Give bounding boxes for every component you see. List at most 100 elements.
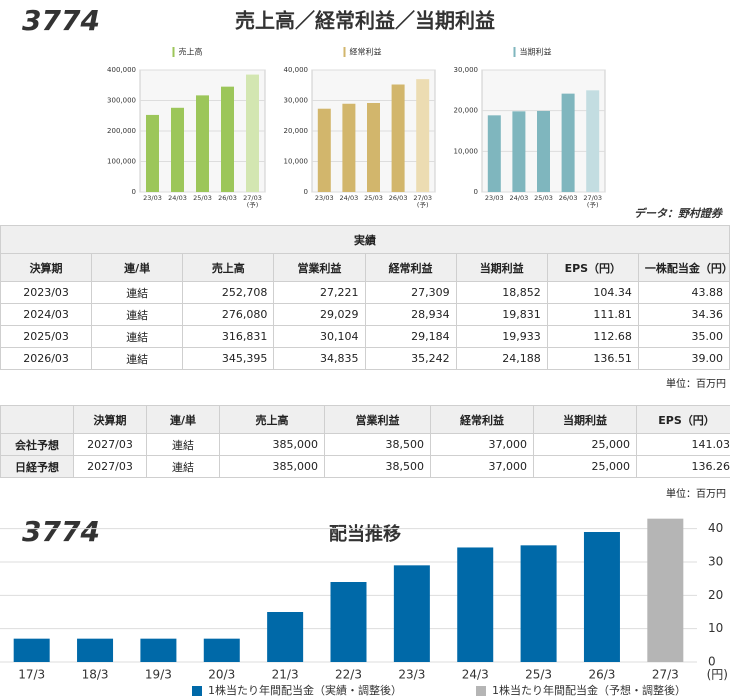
table-cell: 2024/03 [0,303,93,326]
table-cell: 34,835 [273,347,366,370]
bar [196,95,209,192]
page-title: 売上高／経常利益／当期利益 [235,9,495,33]
x-tick-label: 24/03 [340,194,359,202]
x-tick-label: 17/3 [18,668,45,682]
group-header: 実績 [0,225,730,254]
column-header: EPS（円） [546,253,639,282]
column-header: 連/単 [146,405,220,434]
bar [267,612,304,662]
legend-label: 1株当たり年間配当金（実績・調整後） [208,683,402,697]
column-header: 当期利益 [533,405,637,434]
y-tick-label: 0 [474,188,478,196]
bar [330,582,367,662]
table-cell: 連結 [91,325,184,348]
y-tick-label: 30 [708,555,723,569]
legend-swatch [476,686,486,696]
table-cell: 25,000 [533,433,637,456]
table-cell: 104.34 [546,281,639,304]
column-header: 当期利益 [455,253,548,282]
column-header: 決算期 [0,253,93,282]
table-cell: 27,309 [364,281,457,304]
forecast-note: (予) [247,201,259,209]
y-tick-label: 40,000 [284,66,309,74]
column-header: 営業利益 [324,405,431,434]
y-tick-label: 100,000 [107,158,136,166]
table-cell: 連結 [146,433,220,456]
table-cell: 2023/03 [0,281,93,304]
table-cell: 276,080 [182,303,275,326]
table-cell: 2025/03 [0,325,93,348]
forecast-table: 決算期連/単売上高営業利益経常利益当期利益EPS（円）一株配当金（円）会社予想2… [0,405,730,478]
table-cell: 35,242 [364,347,457,370]
legend-swatch [343,47,346,57]
x-tick-label: 27/03 [243,194,262,202]
results-table: 実績 決算期 連/単 売上高 営業利益 経常利益 当期利益 EPS（円） 一株配当金（円） 202… [0,225,730,370]
dividend-title: 配当推移 [329,523,401,545]
y-tick-label: 30,000 [454,66,479,74]
bar [647,518,684,662]
x-tick-label: 21/3 [272,668,299,682]
table-cell: 18,852 [455,281,548,304]
x-tick-label: 27/3 [652,668,679,682]
column-header: 経常利益 [430,405,534,434]
stock-code: 3774 [22,4,100,37]
column-header: 決算期 [73,405,147,434]
x-tick-label: 27/03 [583,194,602,202]
x-tick-label: 26/3 [588,668,615,682]
bar [457,547,494,662]
x-tick-label: 19/3 [145,668,172,682]
y-tick-label: 40 [708,521,723,535]
table-cell: 連結 [91,347,184,370]
bar [487,115,501,192]
table-cell: 43.88 [637,281,730,304]
bar [393,565,430,662]
table-cell: 37,000 [430,455,534,478]
y-tick-label: 0 [132,188,136,196]
table-cell: 19,831 [455,303,548,326]
legend-label: 経常利益 [350,47,382,57]
table-cell: 38,500 [324,433,431,456]
column-header: 売上高 [219,405,325,434]
x-tick-label: 27/03 [413,194,432,202]
x-tick-label: 25/03 [534,194,553,202]
bar [146,114,159,192]
bar [367,102,380,192]
legend-label: 1株当たり年間配当金（予想・調整後） [492,683,686,697]
legend-label: 当期利益 [520,47,552,57]
column-header: 経常利益 [364,253,457,282]
y-tick-label: 20 [708,588,723,602]
y-tick-label: 0 [708,655,716,669]
table-cell: 136.26 [636,455,730,478]
bar [317,108,331,192]
x-tick-label: 18/3 [82,668,109,682]
x-tick-label: 26/03 [559,194,578,202]
x-tick-label: 24/3 [462,668,489,682]
table-cell: 38,500 [324,455,431,478]
bar [171,107,184,192]
table-cell: 2027/03 [73,455,147,478]
unit-note: 単位：百万円 [666,489,726,500]
y-tick-label: 20,000 [284,127,309,135]
table-cell: 29,029 [273,303,366,326]
x-tick-label: 24/03 [510,194,529,202]
bar [13,638,50,662]
bar [221,86,234,192]
row-label: 日経予想 [0,455,74,478]
x-tick-label: 23/03 [315,194,334,202]
y-tick-label: 10 [708,621,723,635]
y-tick-label: 30,000 [284,97,309,105]
column-header: 売上高 [182,253,275,282]
column-header: 連/単 [91,253,184,282]
bar [537,110,550,192]
table-cell: 2027/03 [73,433,147,456]
table-cell: 111.81 [546,303,639,326]
table-cell: 29,184 [364,325,457,348]
table-cell: 28,934 [364,303,457,326]
y-tick-label: 400,000 [107,66,136,74]
y-tick-label: 200,000 [107,127,136,135]
x-tick-label: 23/03 [485,194,504,202]
y-tick-label: 10,000 [284,158,309,166]
table-cell: 25,000 [533,455,637,478]
